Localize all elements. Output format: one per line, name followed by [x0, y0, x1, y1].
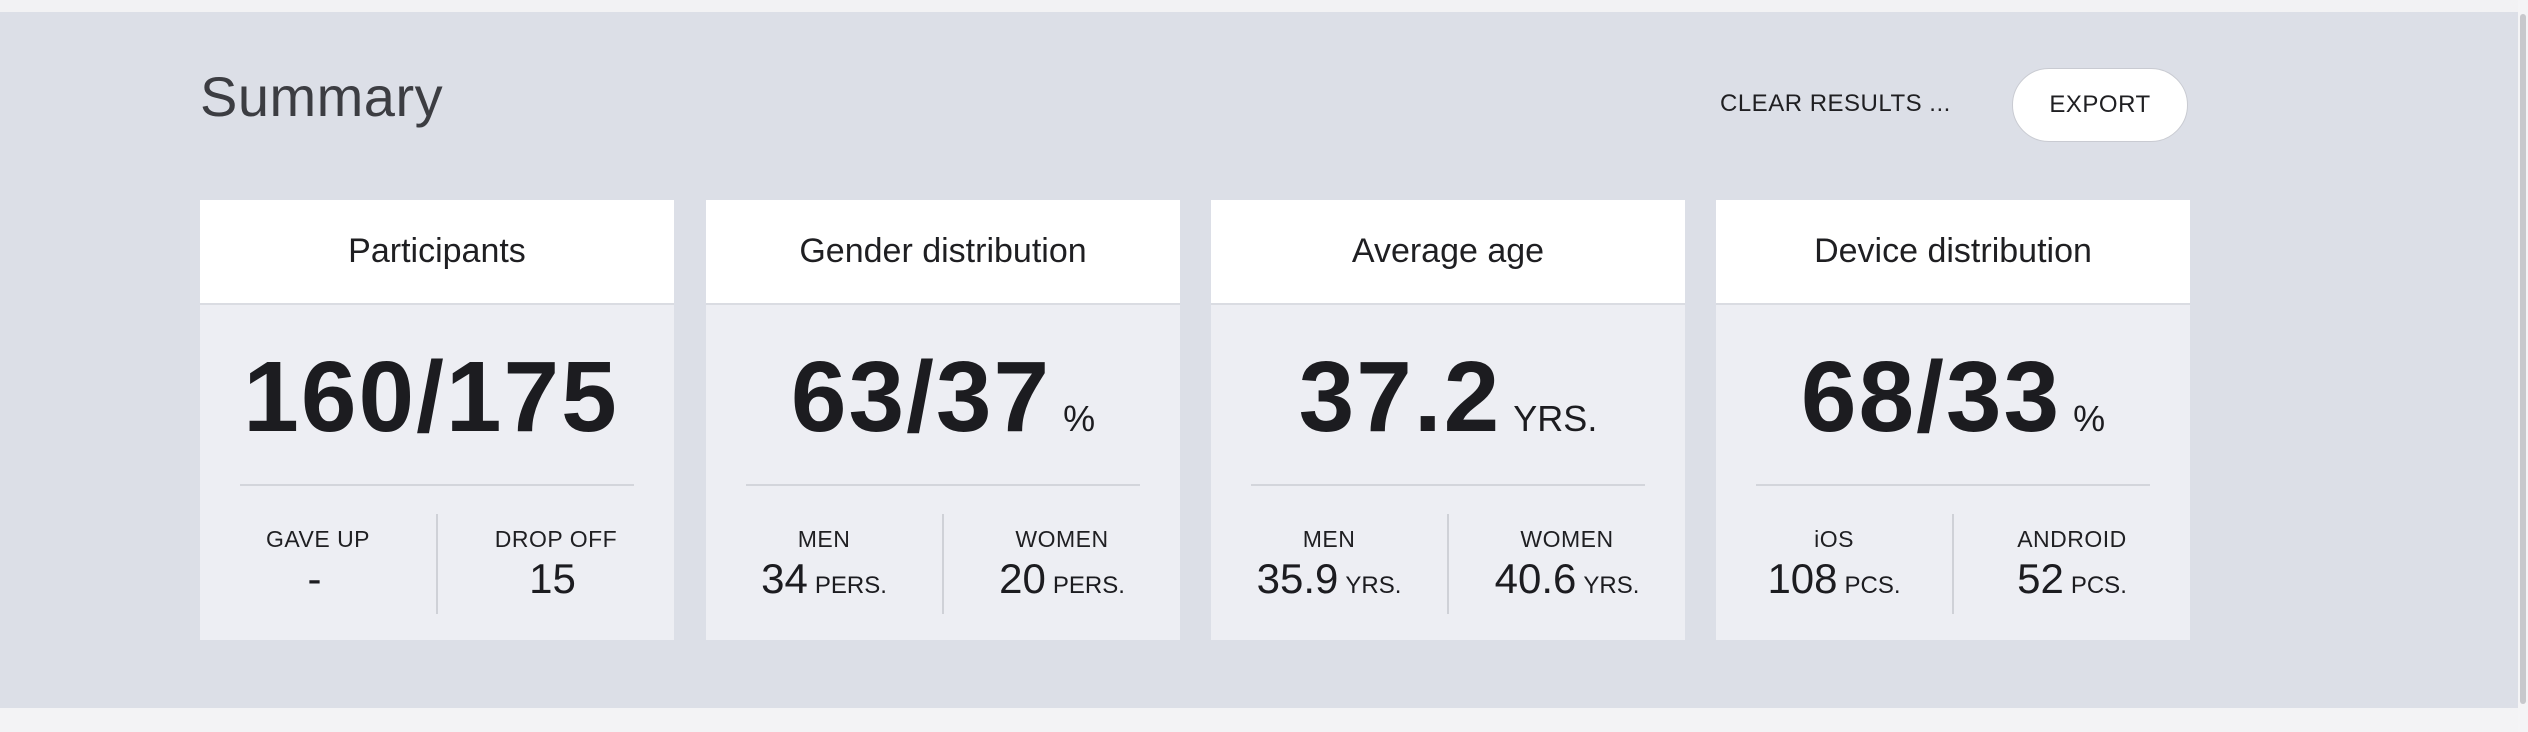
- stat-label: GAVE UP: [265, 526, 371, 552]
- main-unit: YRS.: [1513, 398, 1598, 439]
- stat-value: 35.9: [1256, 555, 1339, 602]
- stat-value: 20: [999, 555, 1046, 602]
- main-value: 68/33: [1800, 341, 2062, 453]
- stat-label: iOS: [1814, 526, 1854, 552]
- main-unit: %: [1063, 398, 1096, 439]
- vertical-divider: [1447, 514, 1449, 614]
- vertical-scrollbar[interactable]: [2518, 0, 2528, 732]
- card-title: Gender distribution: [706, 200, 1180, 305]
- divider: [240, 484, 634, 486]
- stat-value: 15: [529, 555, 576, 602]
- stat-label: DROP OFF: [494, 526, 618, 552]
- main-value: 37.2: [1298, 341, 1502, 453]
- stat-men: MEN 34 PERS.: [706, 526, 942, 603]
- clear-results-button[interactable]: CLEAR RESULTS ...: [1720, 82, 1951, 126]
- stat-ios: iOS 108 PCS.: [1716, 526, 1952, 603]
- vertical-divider: [942, 514, 944, 614]
- divider: [1756, 484, 2150, 486]
- stat-label: MEN: [797, 526, 851, 552]
- stat-women: WOMEN 20 PERS.: [944, 526, 1180, 603]
- scrollbar-thumb[interactable]: [2520, 14, 2526, 704]
- stat-drop-off: DROP OFF 15: [438, 526, 674, 603]
- stat-unit: PCS.: [1844, 572, 1901, 599]
- stat-unit: YRS.: [1583, 572, 1640, 599]
- stat-value: 34: [761, 555, 808, 602]
- vertical-divider: [1952, 514, 1954, 614]
- card-title: Average age: [1211, 200, 1685, 305]
- stat-value: 108: [1767, 555, 1838, 602]
- stat-gave-up: GAVE UP -: [200, 526, 436, 603]
- page-title: Summary: [200, 65, 444, 128]
- card-title: Device distribution: [1716, 200, 2190, 305]
- stat-unit: YRS.: [1345, 572, 1402, 599]
- stat-women: WOMEN 40.6 YRS.: [1449, 526, 1685, 603]
- stat-value: 52: [2017, 555, 2064, 602]
- stat-value: -: [307, 555, 322, 602]
- divider: [1251, 484, 1645, 486]
- main-value: 160/175: [243, 341, 619, 453]
- bottom-strip: [0, 708, 2518, 732]
- stat-label: WOMEN: [1015, 526, 1109, 552]
- stat-unit: PCS.: [2070, 572, 2127, 599]
- card-main-value: 63/37 %: [706, 340, 1180, 455]
- top-strip: [0, 0, 2528, 12]
- card-main-value: 160/175: [200, 340, 674, 455]
- stat-unit: PERS.: [814, 572, 887, 599]
- participants-card: Participants 160/175 GAVE UP - DROP OFF …: [200, 200, 674, 640]
- card-main-value: 68/33 %: [1716, 340, 2190, 455]
- main-value: 63/37: [790, 341, 1052, 453]
- average-age-card: Average age 37.2 YRS. MEN 35.9 YRS. WOMEN…: [1211, 200, 1685, 640]
- vertical-divider: [436, 514, 438, 614]
- stat-value: 40.6: [1494, 555, 1577, 602]
- stat-unit: PERS.: [1052, 572, 1125, 599]
- stat-label: MEN: [1302, 526, 1356, 552]
- summary-panel: Summary CLEAR RESULTS ... EXPORT Partici…: [0, 12, 2518, 708]
- card-title: Participants: [200, 200, 674, 305]
- card-main-value: 37.2 YRS.: [1211, 340, 1685, 455]
- divider: [746, 484, 1140, 486]
- stat-men: MEN 35.9 YRS.: [1211, 526, 1447, 603]
- main-unit: %: [2073, 398, 2106, 439]
- export-button[interactable]: EXPORT: [2012, 68, 2188, 142]
- stat-android: ANDROID 52 PCS.: [1954, 526, 2190, 603]
- device-distribution-card: Device distribution 68/33 % iOS 108 PCS. …: [1716, 200, 2190, 640]
- stat-label: ANDROID: [2017, 526, 2127, 552]
- stat-label: WOMEN: [1520, 526, 1614, 552]
- gender-distribution-card: Gender distribution 63/37 % MEN 34 PERS. …: [706, 200, 1180, 640]
